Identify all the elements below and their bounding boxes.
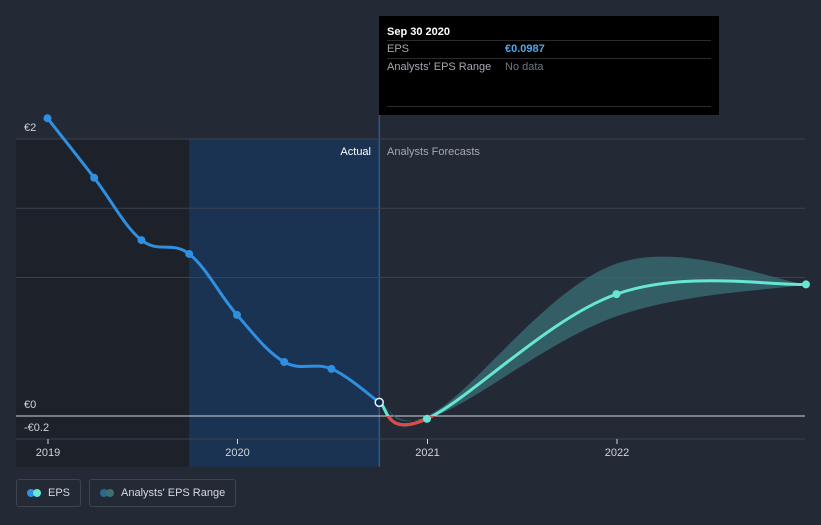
- eps-point: [232, 310, 241, 319]
- forecast-label: Analysts Forecasts: [387, 146, 480, 158]
- x-tick-label: 2022: [605, 447, 629, 459]
- tooltip-eps-value: €0.0987: [505, 43, 545, 55]
- legend-range-button[interactable]: Analysts' EPS Range: [89, 479, 237, 507]
- eps-point: [90, 173, 99, 182]
- past-band: [16, 139, 190, 467]
- eps-point: [43, 114, 52, 123]
- legend: EPS Analysts' EPS Range: [16, 479, 237, 507]
- tooltip-date: Sep 30 2020: [387, 26, 450, 38]
- chart-bands: [16, 115, 380, 467]
- actual-label: Actual: [340, 146, 371, 158]
- tooltip-eps-row: EPS €0.0987: [387, 40, 711, 58]
- y-tick-label: -€0.2: [24, 422, 49, 434]
- x-tick-label: 2019: [36, 447, 60, 459]
- y-tick-label: €0: [24, 399, 36, 411]
- eps-point: [280, 357, 289, 366]
- eps-point: [137, 236, 146, 245]
- eps-current-point: [374, 397, 384, 408]
- series-points: [43, 114, 810, 423]
- legend-eps-button[interactable]: EPS: [16, 479, 82, 507]
- forecast-point: [612, 290, 621, 299]
- tooltip: Sep 30 2020 EPS €0.0987 Analysts' EPS Ra…: [379, 16, 719, 115]
- y-tick-label: €2: [24, 122, 36, 134]
- tooltip-range-row: Analysts' EPS Range No data: [387, 58, 711, 76]
- x-tick-label: 2020: [225, 447, 249, 459]
- legend-range-label: Analysts' EPS Range: [121, 487, 226, 499]
- tooltip-eps-label: EPS: [387, 43, 410, 55]
- forecast-point: [801, 280, 810, 289]
- tooltip-range-value: No data: [505, 61, 544, 73]
- eps-legend-icon: [27, 489, 41, 497]
- chart-text: Actual Analysts Forecasts €2 €0 -€0.2 2019 2…: [24, 122, 629, 459]
- eps-negative-segment: [386, 416, 436, 427]
- tooltip-divider: [387, 106, 711, 107]
- eps-point: [185, 249, 194, 258]
- legend-eps-label: EPS: [48, 487, 71, 499]
- forecast-point: [422, 414, 431, 423]
- tooltip-range-label: Analysts' EPS Range: [387, 61, 492, 73]
- x-tick-label: 2021: [415, 447, 439, 459]
- actual-band: [189, 139, 380, 467]
- range-legend-icon: [100, 489, 115, 497]
- eps-point: [327, 364, 336, 373]
